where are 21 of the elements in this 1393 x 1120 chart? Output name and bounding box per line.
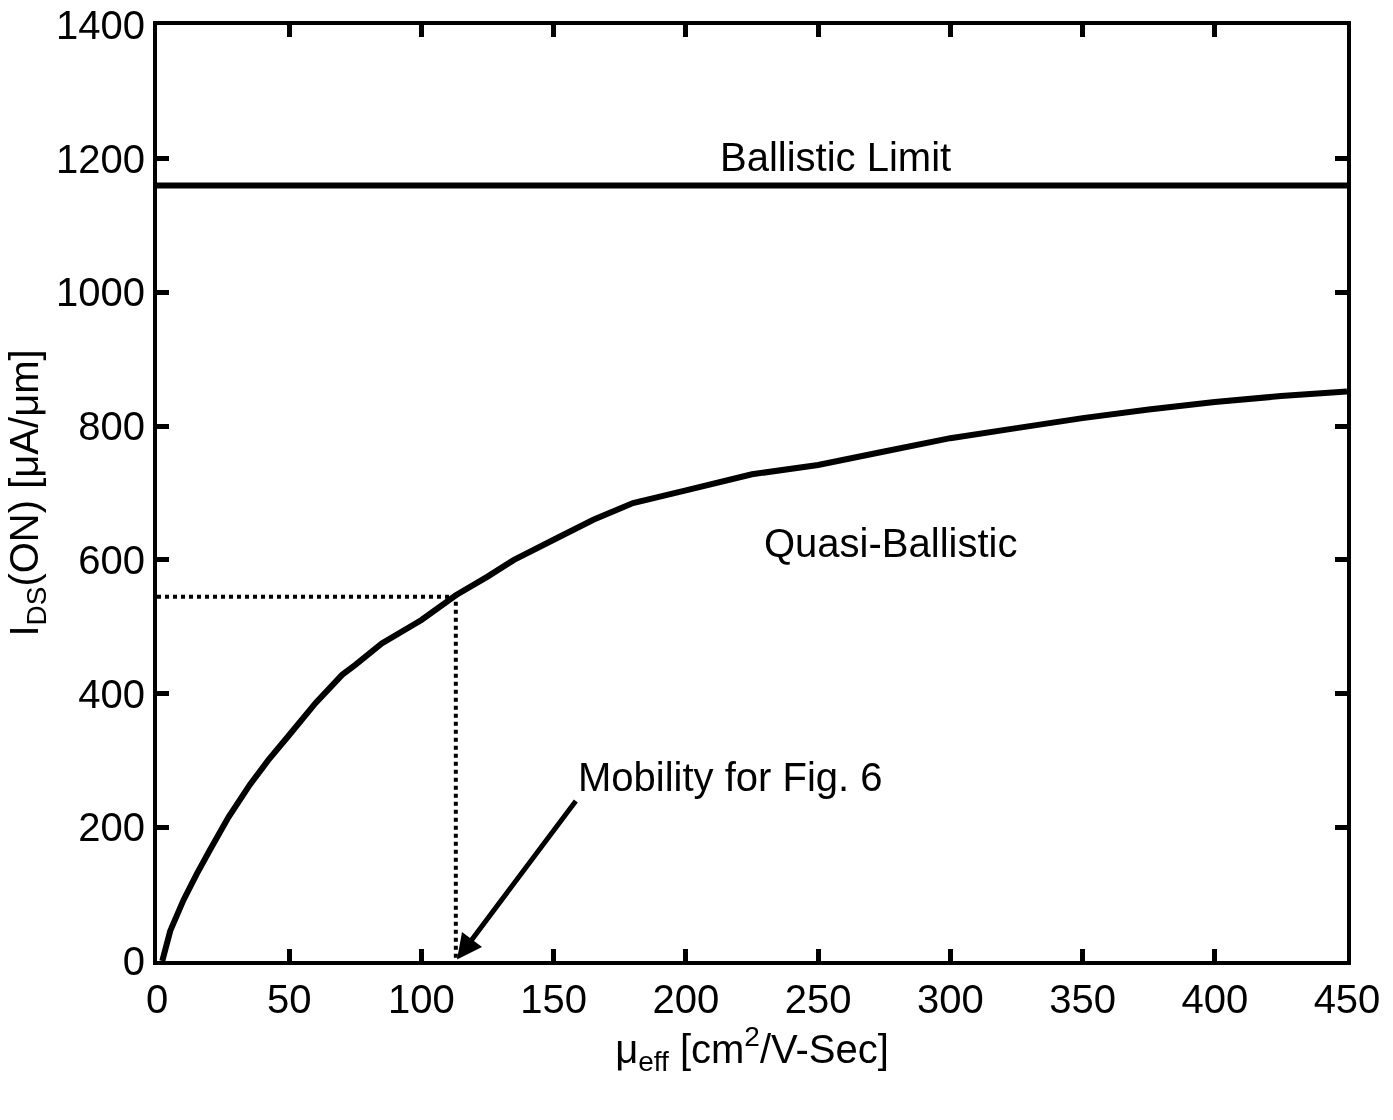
x-tick-label: 400 — [1181, 977, 1249, 1021]
annotation: Mobility for Fig. 6 — [578, 755, 883, 799]
y-tick-label: 0 — [122, 939, 145, 983]
y-tick-label: 1400 — [56, 3, 145, 47]
y-tick-label: 1000 — [56, 270, 145, 315]
x-tick-label: 200 — [652, 977, 720, 1021]
x-tick-label: 50 — [266, 977, 312, 1021]
y-tick-label: 200 — [78, 805, 145, 850]
y-tick-label: 800 — [78, 404, 145, 449]
x-axis-title: μ$_{eff}$ [cm$^{2}$/V-Sec] — [615, 1021, 889, 1078]
x-tick-label: 250 — [784, 977, 852, 1021]
y-tick-label: 600 — [78, 537, 145, 582]
y-tick-label: 1200 — [56, 136, 145, 181]
x-tick-label: 350 — [1049, 977, 1116, 1021]
x-tick-label: 150 — [520, 977, 588, 1021]
x-tick-label: 450 — [1313, 977, 1381, 1021]
x-tick-label: 100 — [388, 977, 455, 1021]
x-tick-label: 300 — [916, 977, 984, 1021]
series-label: Quasi-Ballistic — [764, 521, 1018, 565]
y-tick-label: 400 — [78, 671, 145, 716]
ref-line-label: Ballistic Limit — [720, 135, 952, 179]
